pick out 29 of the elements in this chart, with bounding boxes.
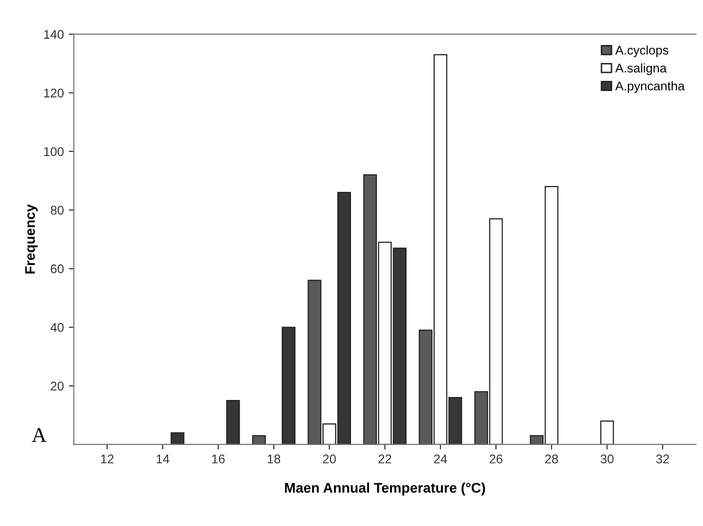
x-tick-label: 28 (545, 454, 558, 464)
bar (282, 326, 296, 444)
y-tick-label: 80 (50, 206, 64, 215)
y-tick-label: 60 (50, 264, 64, 274)
bar (252, 435, 266, 444)
x-tick-label: 12 (101, 454, 114, 464)
x-tick-label: 30 (600, 454, 614, 464)
y-axis-title: Frequency (25, 204, 38, 274)
y-tick-label: 120 (44, 88, 64, 98)
y-tick-label: 20 (50, 382, 64, 391)
legend-label: A.cyclops (615, 45, 668, 58)
x-tick-label: 24 (434, 454, 448, 464)
x-tick-label: 20 (323, 454, 336, 464)
x-axis-title: Maen Annual Temperature (°C) (285, 482, 485, 496)
x-tick-label: 16 (212, 454, 225, 464)
x-tick-label: 14 (156, 454, 170, 464)
x-tick-label: 26 (490, 454, 502, 464)
bar (170, 432, 184, 444)
y-tick-label: 100 (44, 147, 64, 156)
bar (226, 400, 240, 444)
y-tick-label: 40 (50, 323, 64, 332)
y-tick-label: 140 (44, 30, 64, 39)
text: A (32, 428, 47, 442)
x-tick-label: 32 (656, 454, 669, 464)
x-tick-label: 22 (378, 454, 392, 464)
x-tick-label: 18 (268, 454, 280, 464)
legend-label: A.pyncantha (615, 81, 685, 93)
legend-label: A.saligna (615, 63, 667, 75)
bar (600, 420, 614, 444)
